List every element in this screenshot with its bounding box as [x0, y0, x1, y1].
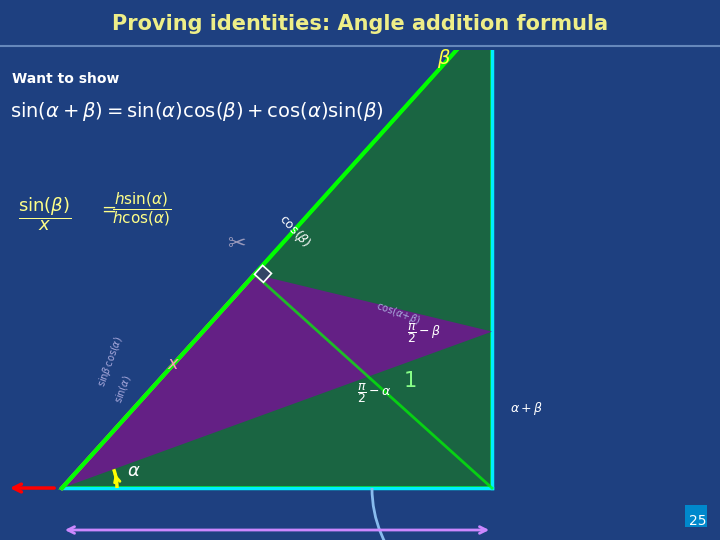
Text: $\cos(\beta)$: $\cos(\beta)$	[276, 211, 315, 252]
Text: $\dfrac{\sin(\beta)}{x}$: $\dfrac{\sin(\beta)}{x}$	[18, 195, 71, 233]
Text: $\dfrac{h\sin(\alpha)}{h\cos(\alpha)}$: $\dfrac{h\sin(\alpha)}{h\cos(\alpha)}$	[112, 190, 171, 228]
Polygon shape	[255, 265, 271, 282]
Polygon shape	[62, 11, 492, 488]
Polygon shape	[62, 274, 492, 488]
Text: $\cos(\alpha\!+\!\beta)$: $\cos(\alpha\!+\!\beta)$	[374, 299, 423, 327]
Text: $\alpha+\beta$: $\alpha+\beta$	[510, 400, 543, 416]
Text: Want to show: Want to show	[12, 72, 120, 86]
Text: $=$: $=$	[98, 200, 117, 218]
Text: $\sin\!\beta\,\cos(\alpha)$: $\sin\!\beta\,\cos(\alpha)$	[94, 334, 126, 389]
Text: $\alpha$: $\alpha$	[127, 462, 141, 480]
Text: $\dfrac{\pi}{2}-\beta$: $\dfrac{\pi}{2}-\beta$	[407, 321, 441, 345]
Polygon shape	[685, 505, 707, 527]
Text: $\beta$: $\beta$	[437, 47, 451, 70]
Text: $x$: $x$	[166, 355, 180, 373]
Text: $\dfrac{\pi}{2}-\alpha$: $\dfrac{\pi}{2}-\alpha$	[356, 381, 392, 405]
Text: ✂: ✂	[228, 234, 246, 254]
Text: $\sin(\alpha)$: $\sin(\alpha)$	[112, 373, 135, 405]
Text: 1: 1	[403, 371, 416, 391]
Text: $\sin(\alpha + \beta) = \sin(\alpha)\cos(\beta) + \cos(\alpha)\sin(\beta)$: $\sin(\alpha + \beta) = \sin(\alpha)\cos…	[10, 100, 384, 123]
Text: 25: 25	[688, 514, 706, 528]
Text: Proving identities: Angle addition formula: Proving identities: Angle addition formu…	[112, 14, 608, 34]
